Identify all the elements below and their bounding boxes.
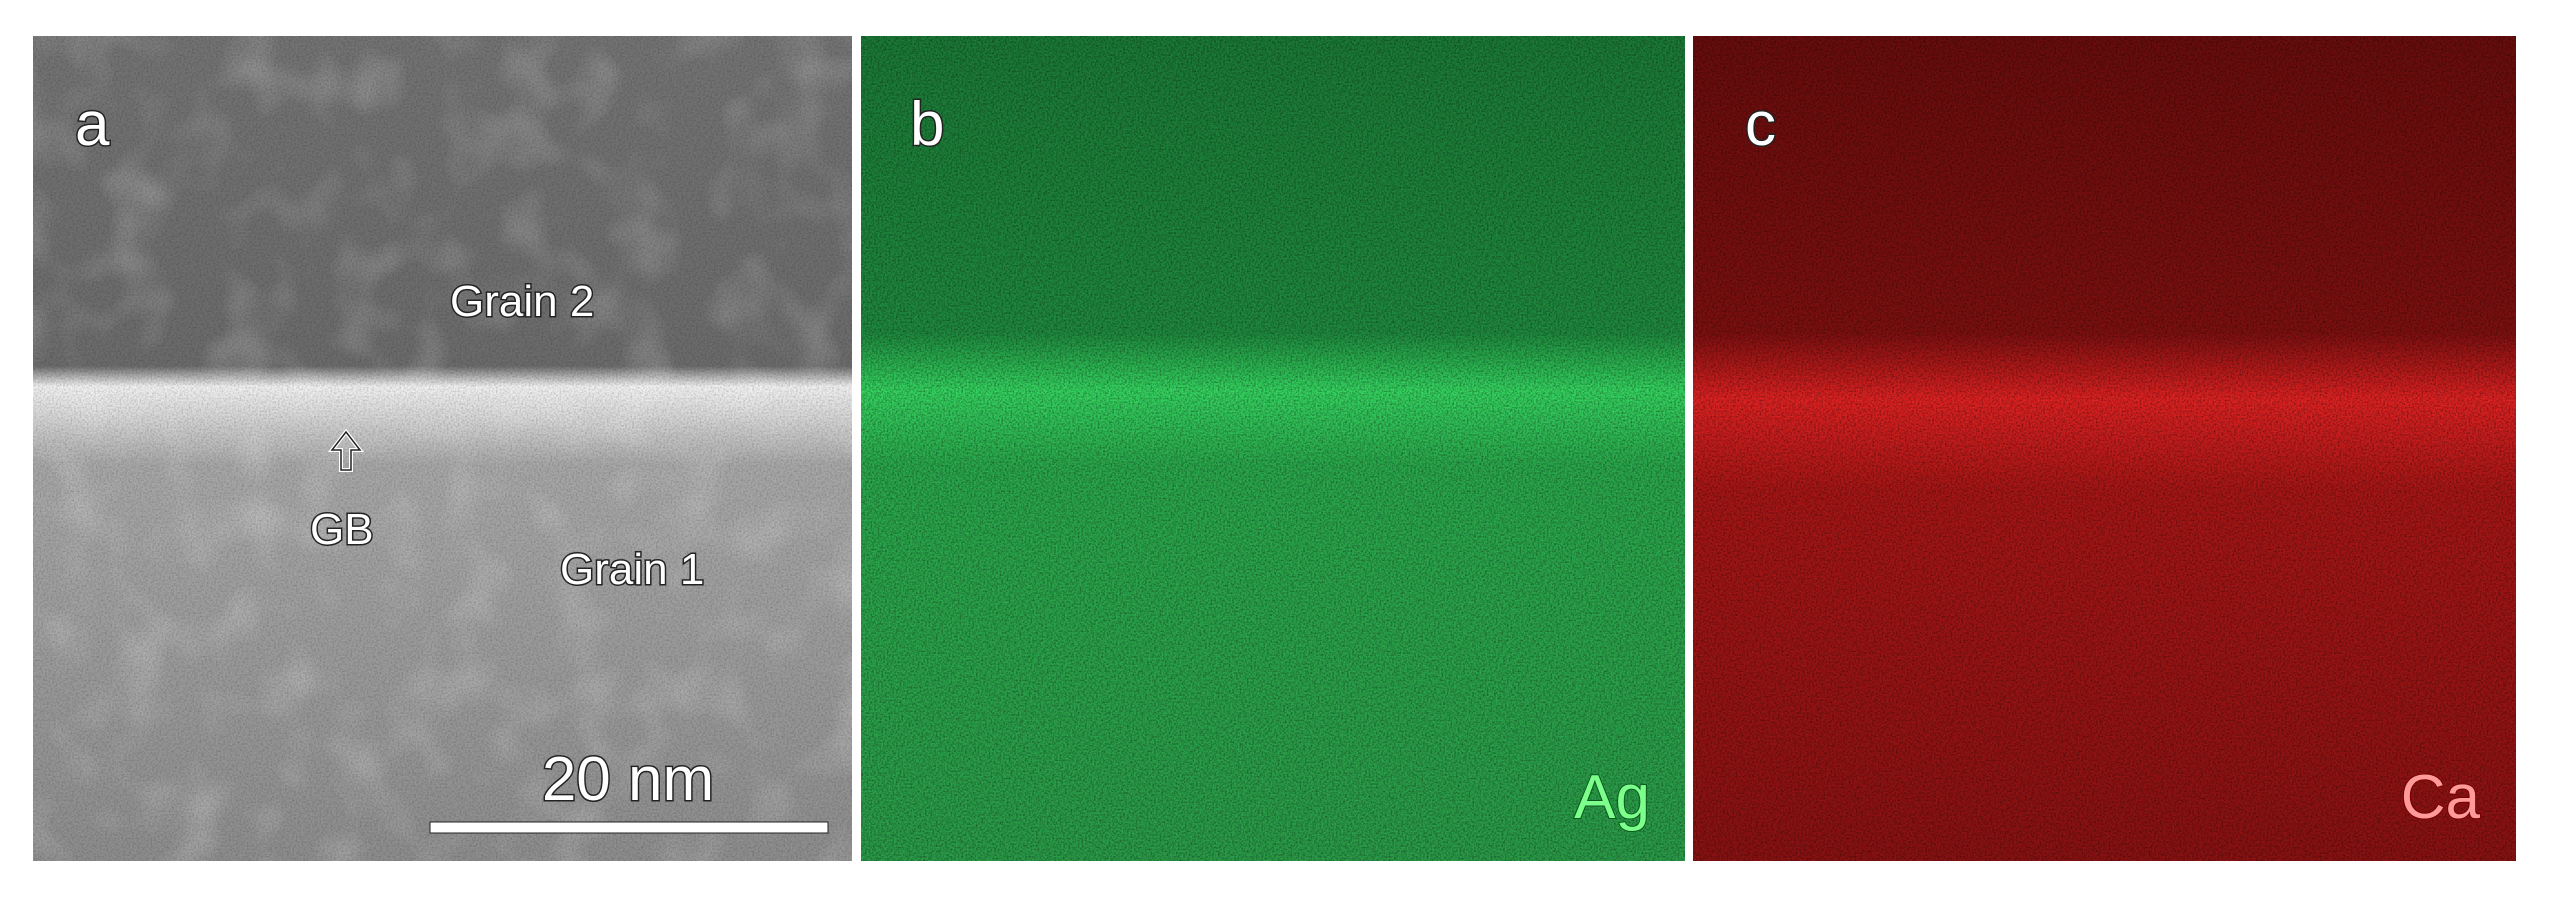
panel-a: a Grain 2 GB Grain 1 20 nm	[33, 36, 852, 861]
annotation: Grain 1	[560, 545, 704, 594]
panel-c: c Ca	[1693, 36, 2516, 861]
panel-label: a	[75, 90, 110, 159]
panel-label: b	[910, 90, 944, 159]
texture	[33, 36, 852, 861]
panel-b: b Ag	[861, 36, 1685, 861]
panel-label: c	[1745, 90, 1776, 159]
gb-arrow	[330, 430, 362, 471]
element-label: Ca	[2401, 763, 2481, 832]
annotation: GB	[310, 505, 374, 554]
texture	[1693, 36, 2516, 861]
texture	[861, 36, 1685, 861]
element-label: Ag	[1574, 763, 1650, 832]
annotation: Grain 2	[450, 277, 594, 326]
scale-bar	[429, 821, 829, 834]
scale-bar-label: 20 nm	[542, 745, 714, 814]
